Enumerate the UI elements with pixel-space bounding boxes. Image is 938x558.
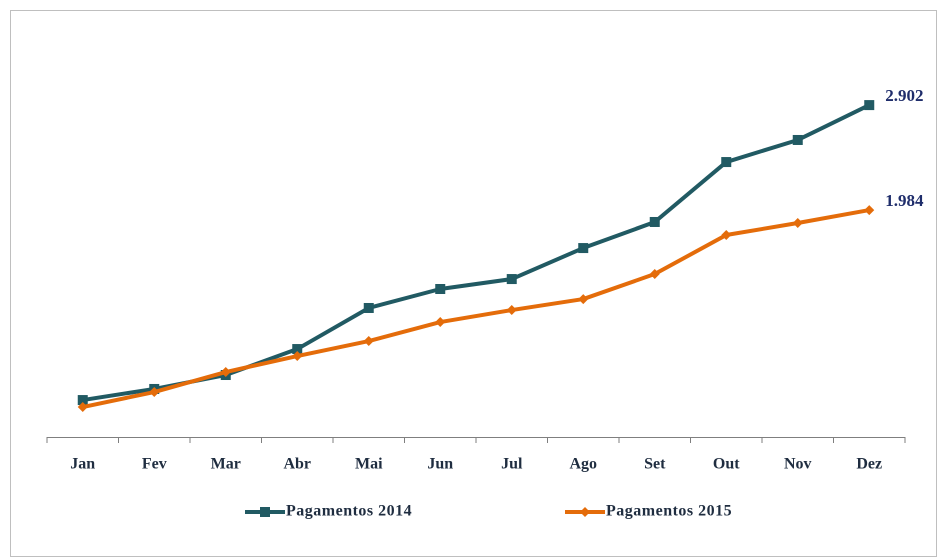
- x-tick-label: Out: [713, 456, 740, 473]
- point: [721, 157, 732, 168]
- point: [578, 294, 589, 305]
- legend-label: Pagamentos 2015: [606, 503, 732, 520]
- point: [292, 344, 303, 355]
- point: [435, 317, 446, 328]
- legend-marker: [580, 507, 590, 517]
- x-tick-label: Set: [644, 456, 666, 473]
- legend-marker: [260, 507, 270, 517]
- point: [292, 351, 303, 362]
- point: [864, 205, 875, 216]
- point: [77, 402, 88, 413]
- x-tick-label: Mar: [211, 456, 241, 473]
- point: [721, 230, 732, 241]
- x-tick-label: Dez: [856, 456, 882, 473]
- point: [649, 269, 660, 280]
- point: [792, 134, 803, 145]
- series-line: [82, 208, 870, 409]
- point: [149, 387, 160, 398]
- legend-label: Pagamentos 2014: [286, 503, 412, 520]
- point: [864, 100, 875, 111]
- point: [435, 284, 446, 295]
- x-tick-label: Jun: [427, 456, 453, 473]
- point: [506, 274, 517, 285]
- x-tick-label: Jan: [70, 456, 95, 473]
- point: [506, 305, 517, 316]
- x-tick-label: Jul: [501, 456, 523, 473]
- value-label: 1.984: [885, 191, 924, 210]
- point: [363, 336, 374, 347]
- point: [578, 243, 589, 254]
- value-label: 2.902: [885, 86, 923, 105]
- point: [220, 367, 231, 378]
- x-tick-label: Nov: [784, 456, 812, 473]
- x-tick-label: Abr: [283, 456, 311, 473]
- x-tick-label: Mai: [355, 456, 383, 473]
- point: [363, 302, 374, 313]
- point: [77, 395, 88, 406]
- point: [792, 218, 803, 229]
- x-tick-label: Fev: [142, 456, 167, 473]
- x-tick-label: Ago: [569, 456, 597, 473]
- point: [649, 216, 660, 227]
